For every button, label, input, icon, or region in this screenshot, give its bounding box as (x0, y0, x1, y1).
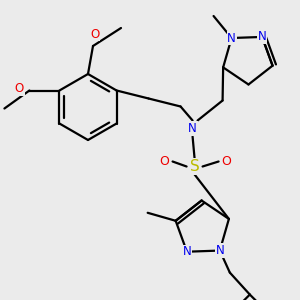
Text: N: N (215, 244, 224, 257)
Text: N: N (227, 32, 236, 44)
Text: O: O (15, 82, 24, 95)
Text: N: N (258, 30, 266, 44)
Text: O: O (90, 28, 100, 40)
Text: S: S (190, 159, 200, 174)
Text: N: N (188, 122, 197, 135)
Text: O: O (222, 155, 232, 168)
Text: O: O (160, 155, 170, 168)
Text: N: N (182, 245, 191, 258)
